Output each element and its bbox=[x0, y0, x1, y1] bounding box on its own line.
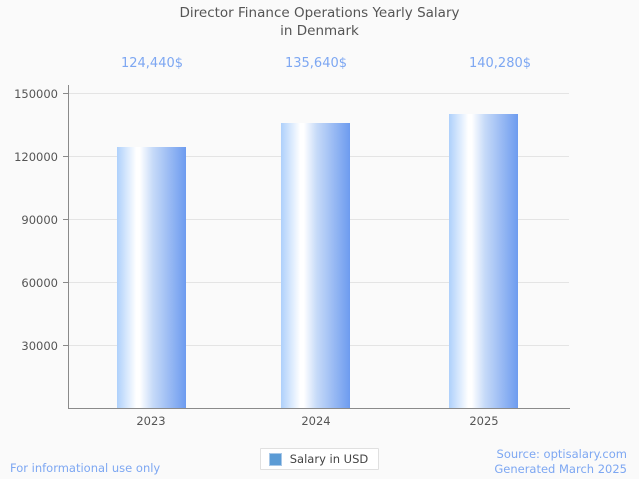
x-tick-label-2025: 2025 bbox=[469, 414, 499, 428]
y-tick-label-120000: 120000 bbox=[14, 150, 58, 164]
footer-source: Source: optisalary.com bbox=[496, 447, 627, 461]
footer-source-block: Source: optisalary.com Generated March 2… bbox=[494, 447, 627, 477]
legend-item-salary-in-usd[interactable]: Salary in USD bbox=[259, 448, 380, 470]
y-tick-mark-150000 bbox=[63, 93, 69, 94]
value-label-2025: 140,280$ bbox=[468, 56, 532, 71]
y-tick-mark-30000 bbox=[63, 345, 69, 346]
legend-swatch-icon bbox=[268, 452, 282, 466]
chart-title: Director Finance Operations Yearly Salar… bbox=[0, 4, 639, 40]
x-axis-line bbox=[68, 408, 570, 409]
value-label-2024: 135,640$ bbox=[284, 56, 348, 71]
bar-2023[interactable] bbox=[117, 147, 186, 408]
chart-title-line-1: Director Finance Operations Yearly Salar… bbox=[179, 5, 460, 21]
y-tick-label-60000: 60000 bbox=[21, 276, 58, 290]
y-tick-label-150000: 150000 bbox=[14, 87, 58, 101]
y-tick-label-90000: 90000 bbox=[21, 213, 58, 227]
y-tick-mark-120000 bbox=[63, 156, 69, 157]
x-tick-label-2023: 2023 bbox=[136, 414, 166, 428]
bar-2025[interactable] bbox=[449, 114, 518, 408]
gridline-150000 bbox=[69, 93, 569, 94]
footer-disclaimer: For informational use only bbox=[10, 461, 161, 475]
x-tick-label-2024: 2024 bbox=[301, 414, 331, 428]
footer-generated-date: Generated March 2025 bbox=[494, 462, 627, 476]
y-tick-label-30000: 30000 bbox=[21, 339, 58, 353]
y-tick-mark-60000 bbox=[63, 282, 69, 283]
chart-legend: Salary in USD bbox=[0, 448, 639, 470]
bar-2024[interactable] bbox=[281, 123, 350, 408]
legend-item-label: Salary in USD bbox=[289, 452, 369, 466]
y-axis-line bbox=[68, 85, 69, 409]
y-tick-mark-90000 bbox=[63, 219, 69, 220]
chart-title-line-2: in Denmark bbox=[280, 23, 359, 39]
value-label-2023: 124,440$ bbox=[120, 56, 184, 71]
